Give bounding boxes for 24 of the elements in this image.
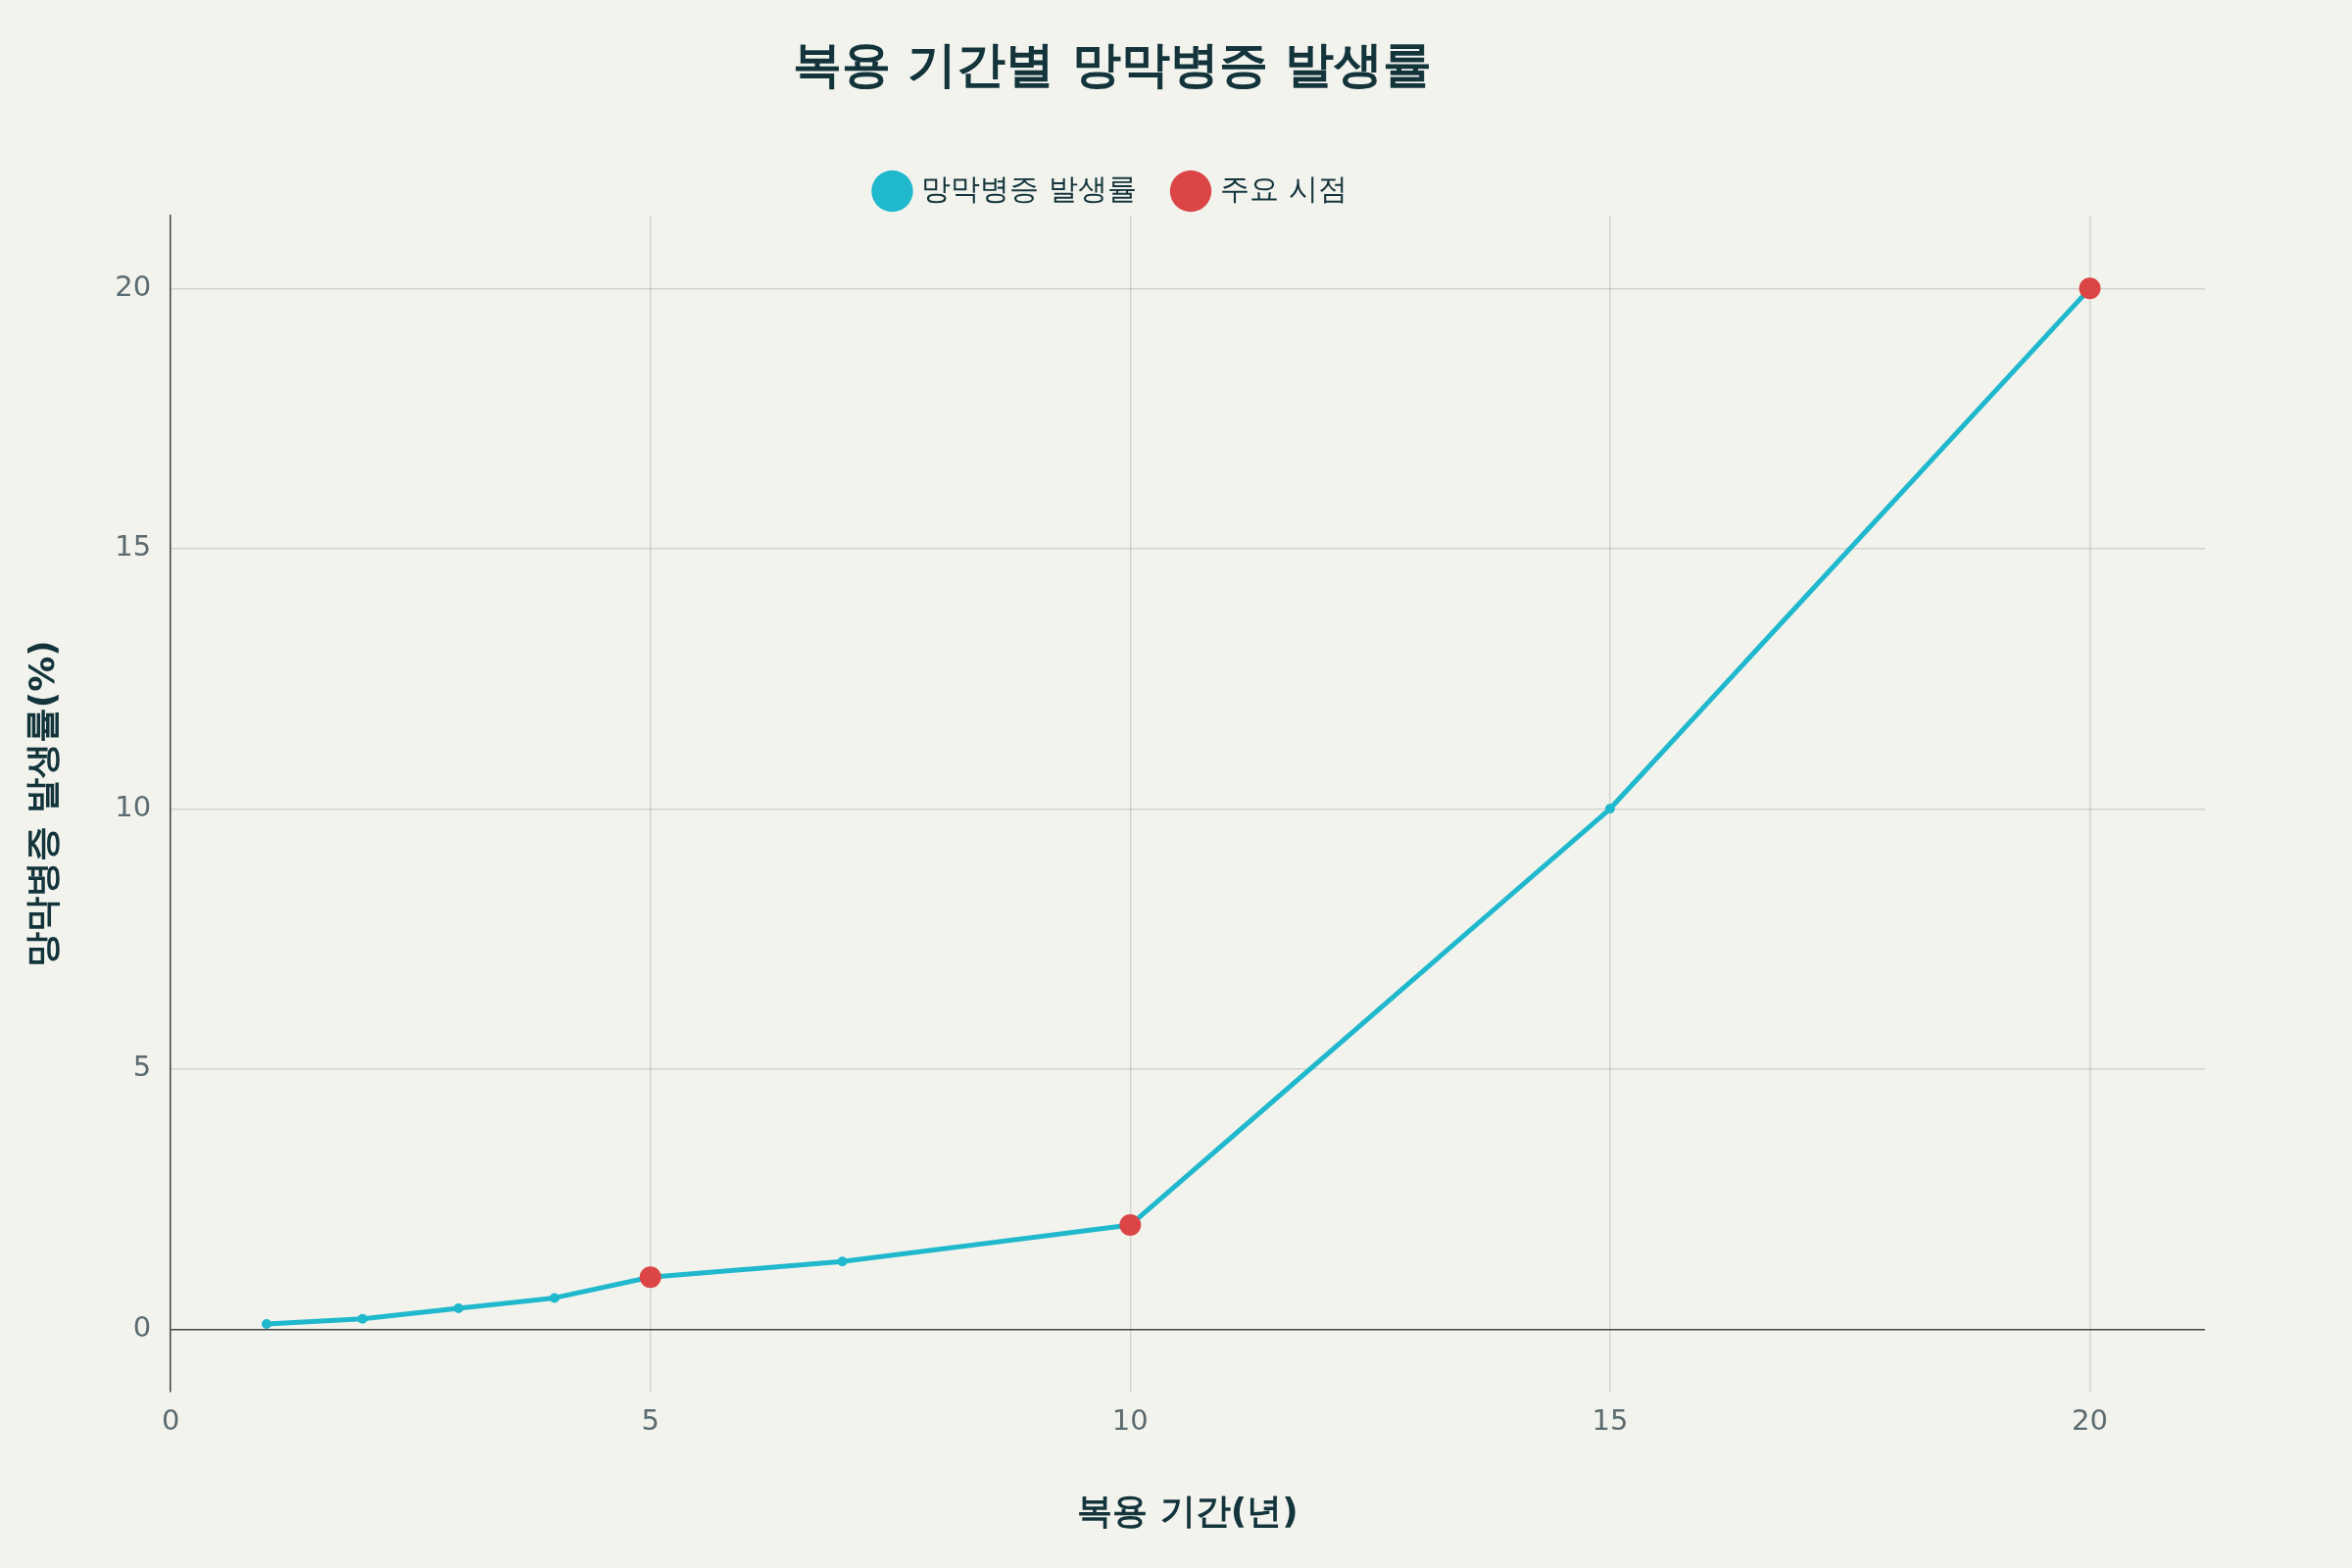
x-tick-label: 0	[161, 1402, 180, 1437]
x-axis-title: 복용 기간(년)	[1077, 1490, 1298, 1531]
chart-title: 복용 기간별 망막병증 발생률	[792, 35, 1433, 93]
point	[639, 1266, 662, 1289]
x-tick-label: 20	[2072, 1402, 2108, 1437]
y-tick-label: 5	[132, 1050, 152, 1084]
y-tick-label: 20	[115, 269, 152, 303]
x-tick-label: 10	[1111, 1402, 1149, 1437]
point	[1604, 804, 1615, 814]
y-tick-label: 10	[115, 789, 152, 823]
y-tick-label: 0	[132, 1309, 152, 1344]
y-axis-title: 망막병증 발생률(%)	[21, 640, 62, 967]
x-tick-label: 5	[641, 1402, 660, 1437]
point	[1119, 1214, 1142, 1237]
point	[549, 1293, 560, 1303]
legend-label: 주요 시점	[1220, 171, 1348, 206]
point	[2079, 277, 2101, 300]
legend-label: 망막병증 발생률	[921, 171, 1138, 206]
y-tick-label: 15	[115, 529, 152, 564]
point	[837, 1256, 848, 1267]
point	[453, 1303, 464, 1314]
x-tick-label: 15	[1592, 1402, 1629, 1437]
point	[357, 1313, 368, 1324]
point	[262, 1318, 272, 1329]
